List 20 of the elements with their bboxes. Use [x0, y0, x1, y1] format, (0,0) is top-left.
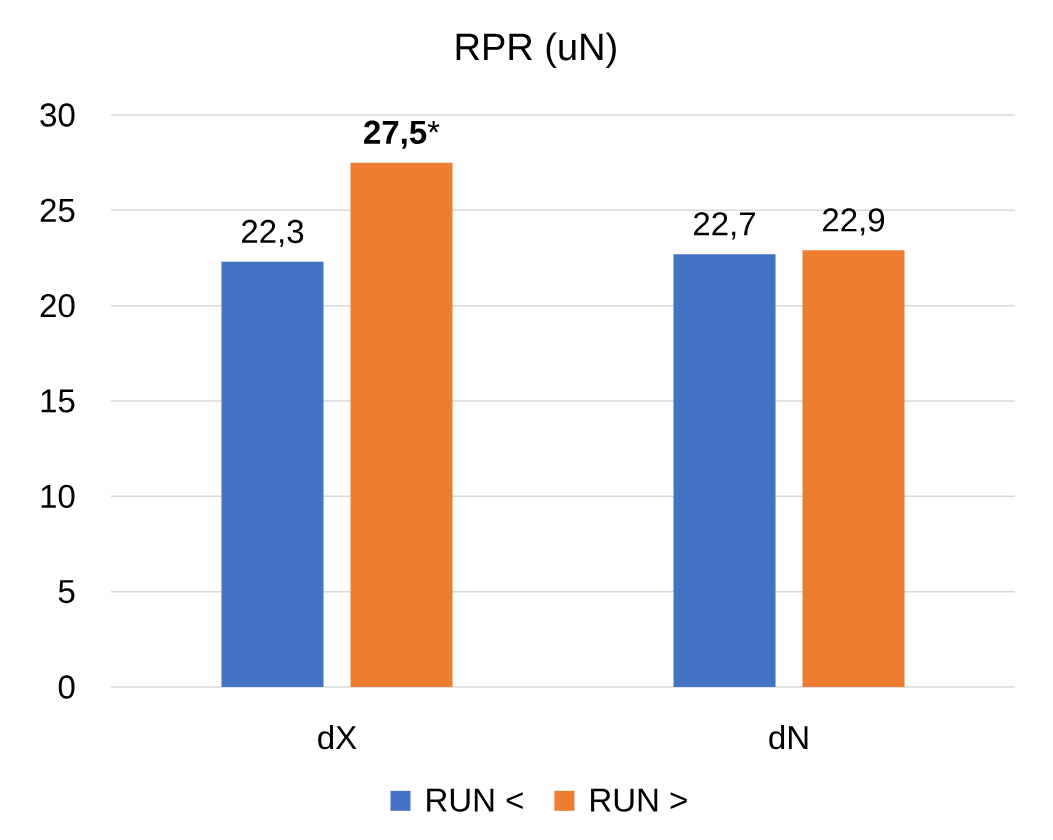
- bar: [673, 254, 776, 687]
- y-tick-label: 10: [41, 484, 75, 509]
- y-tick-label: 15: [41, 389, 75, 413]
- data-label: 27,5*: [364, 120, 440, 149]
- y-tick-label: 30: [40, 103, 75, 127]
- y-tick-label: 5: [58, 580, 75, 604]
- bar: [350, 162, 453, 687]
- y-tick-label: 25: [40, 198, 75, 223]
- chart-title: RPR (uN): [456, 32, 616, 68]
- data-label: 22,3: [242, 219, 304, 248]
- x-tick-label: dX: [318, 725, 357, 750]
- y-tick-label: 20: [40, 293, 75, 318]
- legend-label: RUN >: [591, 788, 687, 812]
- x-tick-label: dN: [769, 725, 808, 750]
- legend-label: RUN <: [427, 788, 523, 812]
- bar: [221, 261, 324, 687]
- bar: [802, 250, 905, 687]
- data-label: 22,7: [694, 212, 755, 240]
- y-tick-label: 0: [58, 675, 75, 699]
- data-label: 22,9: [823, 208, 885, 236]
